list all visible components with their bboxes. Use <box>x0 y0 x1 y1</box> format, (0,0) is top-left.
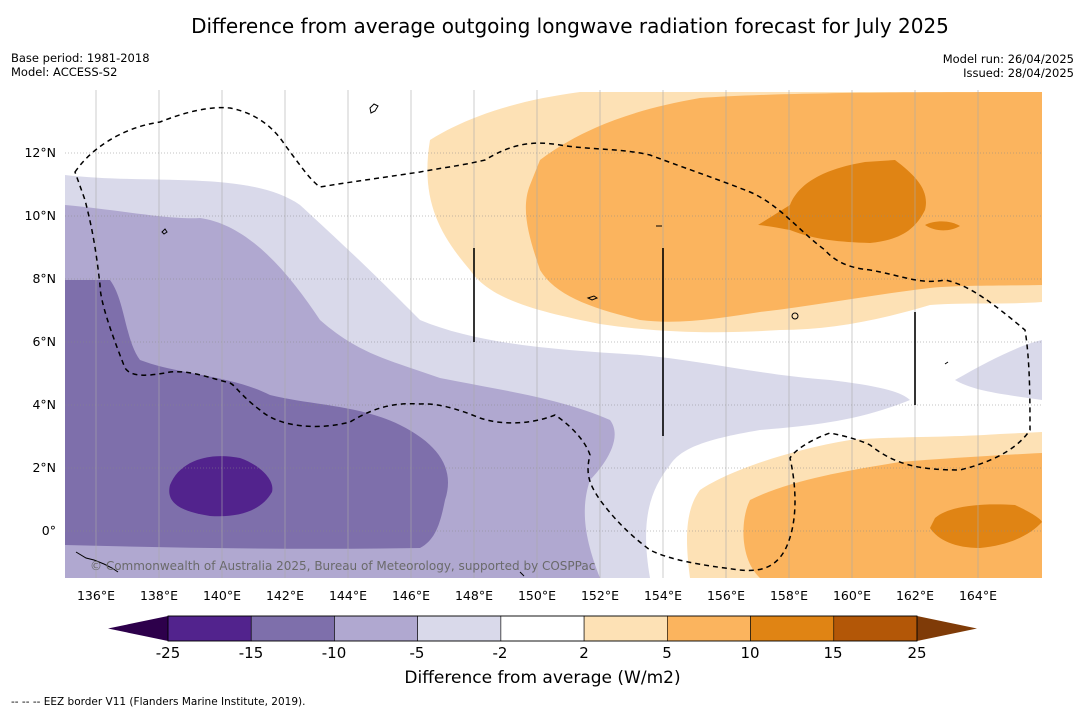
colorbar-frame <box>167 615 918 642</box>
lat-label-6n: 6°N <box>32 334 56 349</box>
colorbar-label: 15 <box>823 644 843 662</box>
meta-left: Base period: 1981-2018 Model: ACCESS-S2 <box>11 51 150 79</box>
lon-label-160e: 160°E <box>832 588 871 603</box>
map-plot-area <box>65 90 1042 578</box>
region-orange-dark-north <box>758 160 926 243</box>
colorbar-cell <box>167 615 252 642</box>
colorbar-cell <box>583 615 668 642</box>
lat-label-12n: 12°N <box>24 145 56 160</box>
islands <box>75 103 949 577</box>
lon-label-156e: 156°E <box>706 588 745 603</box>
vertical-markers <box>473 248 916 436</box>
lon-label-140e: 140°E <box>202 588 241 603</box>
lon-label-136e: 136°E <box>76 588 115 603</box>
colorbar-extend-high <box>917 616 977 641</box>
meridians <box>95 90 979 578</box>
colorbar-label: 10 <box>740 644 760 662</box>
colorbar-label: 5 <box>662 644 672 662</box>
colorbar-label: -15 <box>238 644 264 662</box>
lon-label-150e: 150°E <box>517 588 556 603</box>
region-purple-light-east <box>955 340 1042 400</box>
lon-label-146e: 146°E <box>391 588 430 603</box>
graticule <box>65 152 1042 532</box>
colorbar-cells <box>167 615 918 642</box>
colorbar-title: Difference from average (W/m2) <box>404 668 681 688</box>
lon-label-144e: 144°E <box>328 588 367 603</box>
lon-label-158e: 158°E <box>769 588 808 603</box>
colorbar-cell <box>833 615 918 642</box>
lon-label-162e: 162°E <box>895 588 934 603</box>
eez-footnote: -- -- -- EEZ border V11 (Flanders Marine… <box>11 696 306 708</box>
issued-date: Issued: 28/04/2025 <box>963 66 1074 80</box>
colorbar <box>108 615 977 642</box>
lon-label-152e: 152°E <box>580 588 619 603</box>
model-run: Model run: 26/04/2025 <box>942 52 1074 66</box>
region-purple-dark <box>65 280 448 549</box>
colorbar-cell <box>750 615 835 642</box>
model-name: Model: ACCESS-S2 <box>11 65 118 79</box>
lat-label-0: 0° <box>41 523 56 538</box>
lon-label-142e: 142°E <box>265 588 304 603</box>
colorbar-cell <box>667 615 751 642</box>
lon-label-148e: 148°E <box>454 588 493 603</box>
lat-label-2n: 2°N <box>32 460 56 475</box>
colorbar-cell <box>334 615 418 642</box>
lat-label-10n: 10°N <box>24 208 56 223</box>
map-title: Difference from average outgoing longwav… <box>191 14 949 38</box>
region-orange-mid-north <box>525 92 1042 322</box>
region-purple-darkest <box>169 456 273 517</box>
colorbar-label: 2 <box>579 644 589 662</box>
colorbar-cell <box>417 615 502 642</box>
base-period: Base period: 1981-2018 <box>11 51 150 65</box>
colorbar-cell <box>250 615 335 642</box>
copyright-notice: © Commonwealth of Australia 2025, Bureau… <box>90 559 596 573</box>
region-orange-dark-south <box>930 504 1042 548</box>
lat-label-8n: 8°N <box>32 271 56 286</box>
eez-border <box>74 106 1031 572</box>
colorbar-cell <box>500 615 585 642</box>
meta-right: Model run: 26/04/2025 Issued: 28/04/2025 <box>943 52 1074 80</box>
colorbar-label: -25 <box>155 644 181 662</box>
colorbar-extend-low <box>108 616 168 641</box>
region-orange-dark-north-small <box>925 221 960 231</box>
colorbar-label: 25 <box>907 644 927 662</box>
lon-label-164e: 164°E <box>958 588 997 603</box>
lat-label-4n: 4°N <box>32 397 56 412</box>
lon-label-138e: 138°E <box>139 588 178 603</box>
colorbar-label: -10 <box>321 644 347 662</box>
colorbar-label: -5 <box>409 644 425 662</box>
lon-label-154e: 154°E <box>643 588 682 603</box>
colorbar-label: -2 <box>492 644 508 662</box>
